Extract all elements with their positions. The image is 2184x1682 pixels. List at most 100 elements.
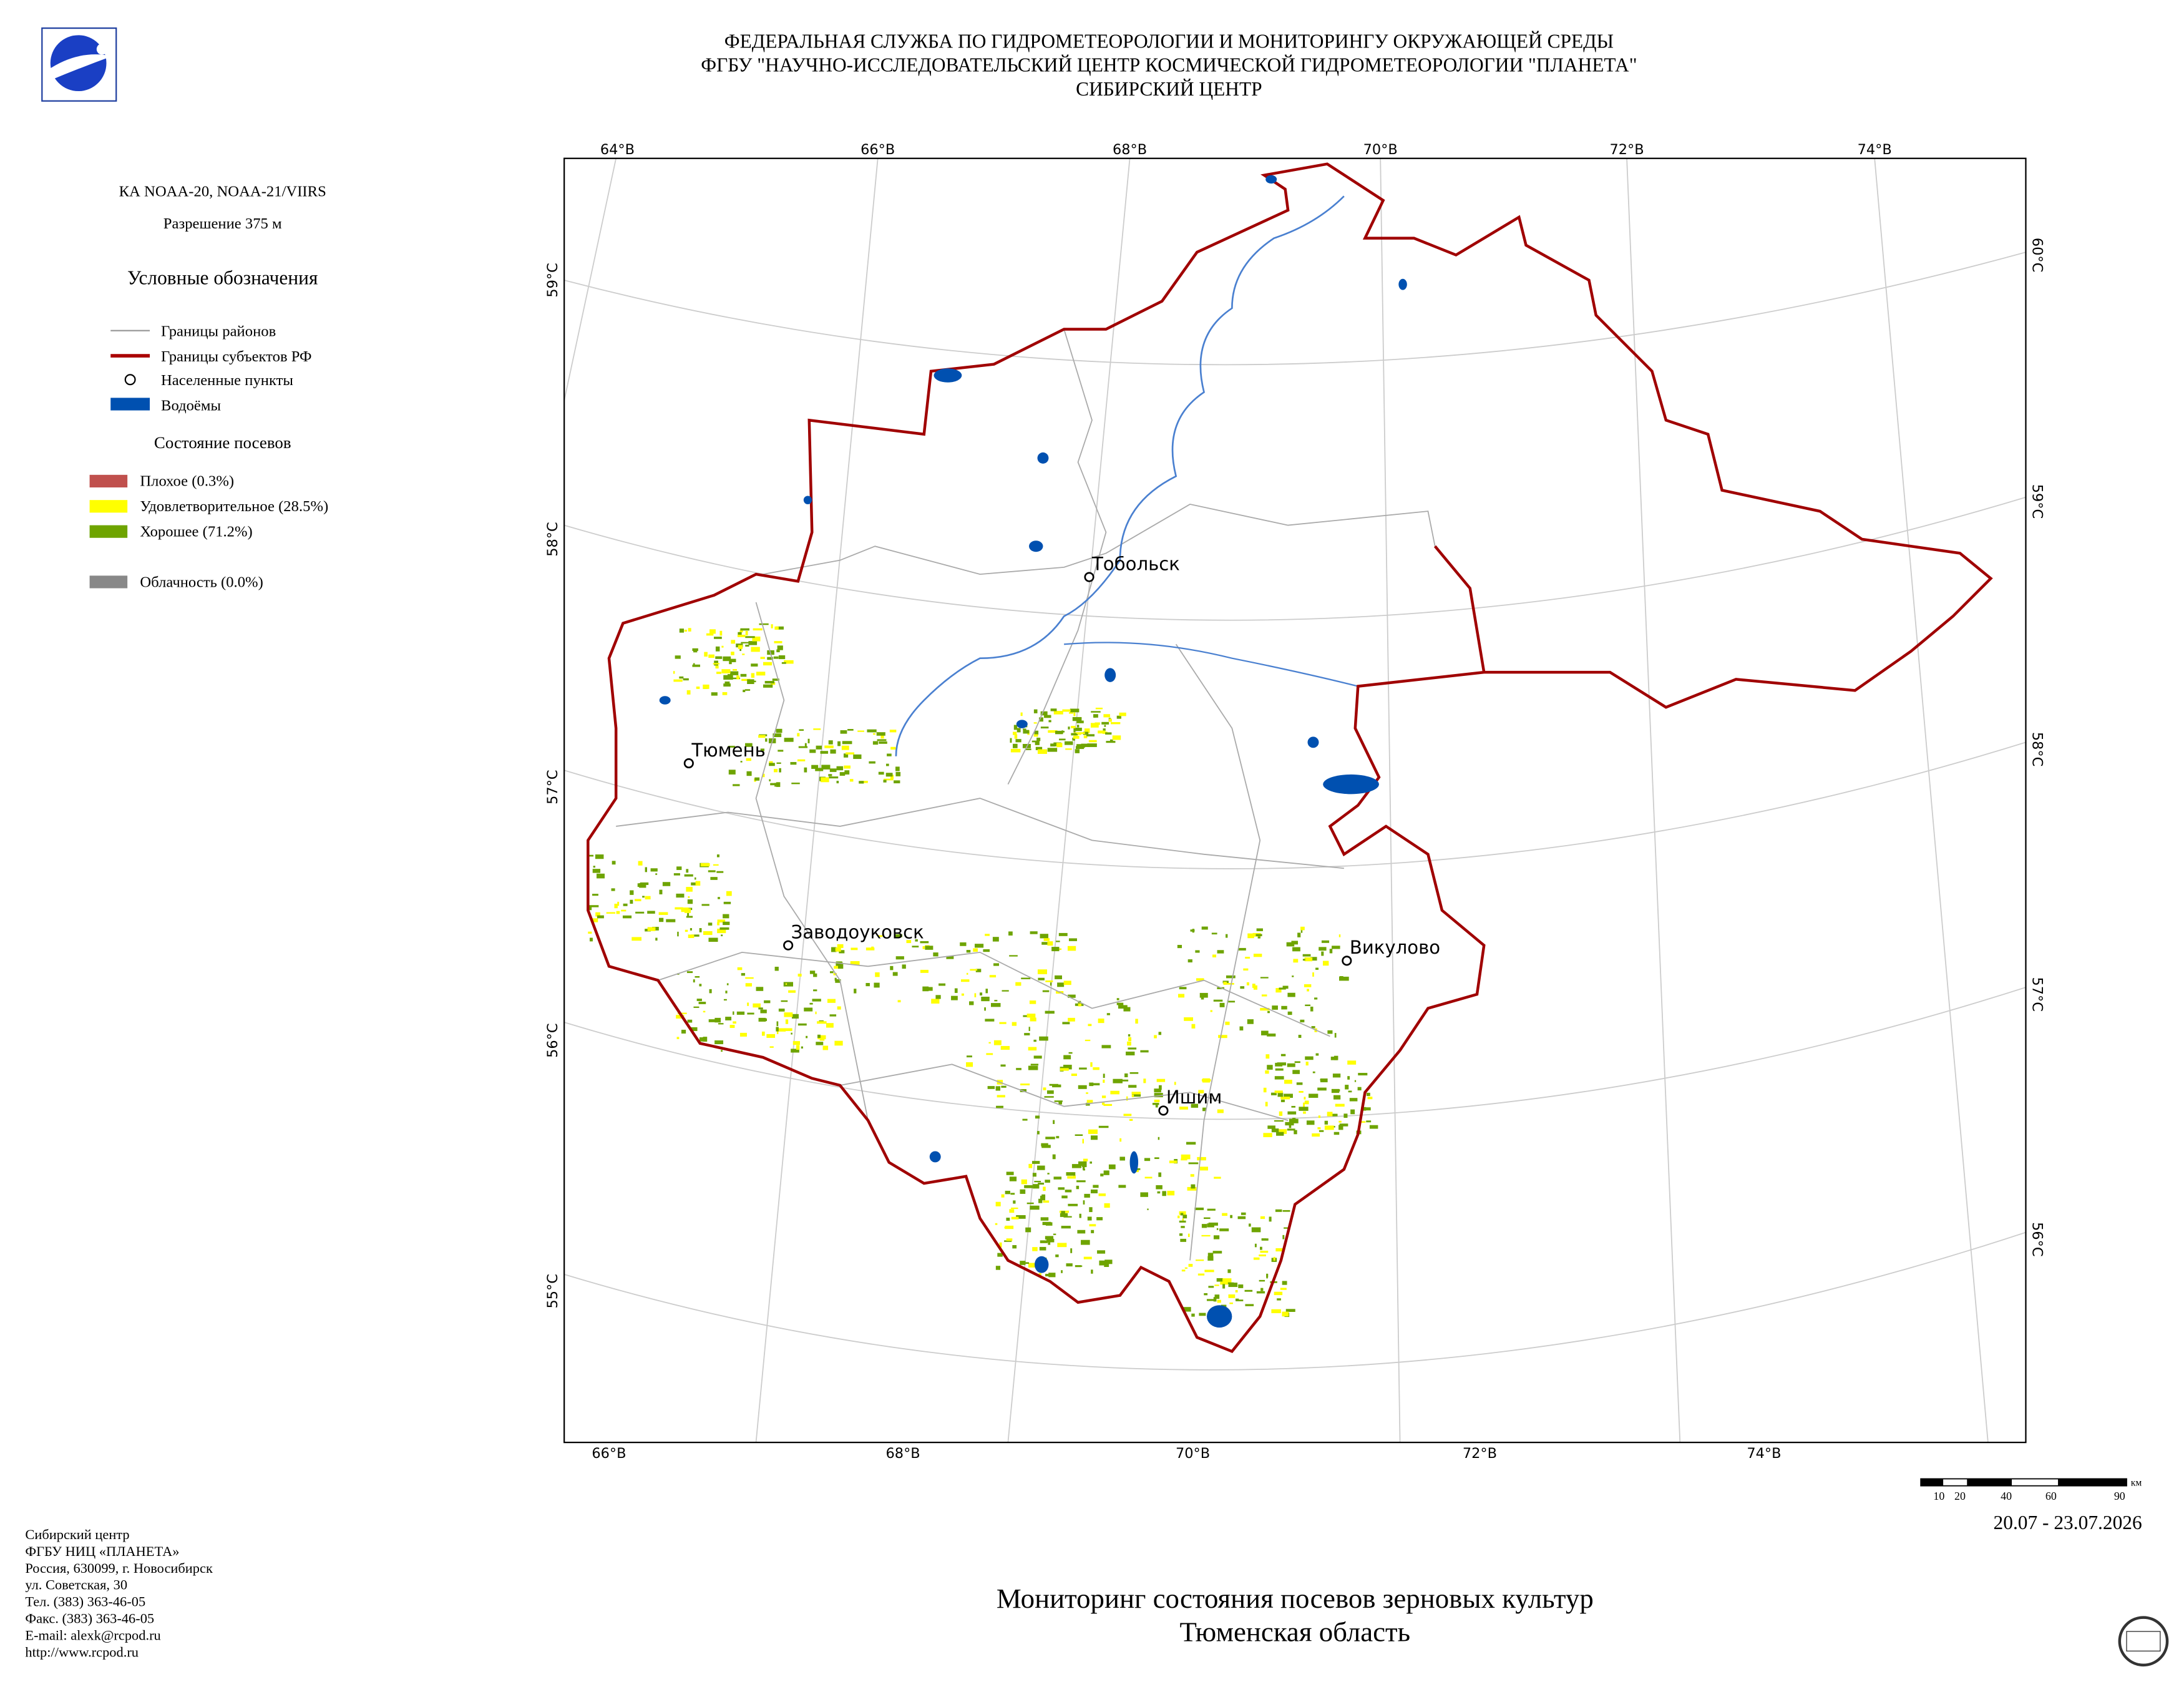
crop-patch [819, 1038, 825, 1041]
crop-patch [1327, 1030, 1333, 1034]
crop-patch [1249, 1223, 1251, 1227]
crop-patch [1222, 1213, 1227, 1216]
crop-patch [1089, 1082, 1094, 1087]
crop-patch [1191, 1184, 1196, 1189]
crop-patch [709, 989, 712, 994]
crop-patch [1322, 961, 1329, 966]
crop-patch [1304, 1097, 1306, 1100]
crop-patch [717, 922, 719, 926]
crop-patch [784, 738, 794, 742]
crop-patch [1040, 726, 1049, 729]
crop-patch [1021, 1179, 1027, 1185]
crop-patch [885, 763, 889, 766]
crop-patch [997, 1095, 1005, 1098]
crop-patch [1104, 1203, 1110, 1208]
crop-patch [1329, 949, 1333, 954]
crop-patch [1040, 1240, 1048, 1243]
crop-patch [817, 1034, 821, 1039]
crop-patch [806, 1035, 808, 1039]
graticule-labels: 64°В 66°В 68°В 70°В 72°В 74°В 66°В 68°В 70°В 72°В… [545, 142, 2045, 1462]
crop-patch [717, 919, 726, 923]
crop-patch [691, 934, 700, 937]
crop-patch [1245, 1304, 1254, 1306]
crop-patch [1181, 1158, 1187, 1161]
crop-patch [647, 927, 656, 931]
crop-patch [1126, 1051, 1135, 1055]
crop-patch [1230, 1215, 1233, 1218]
top-label: 72°В [1609, 142, 1644, 158]
crop-patch [1191, 1024, 1196, 1029]
crop-patch [658, 912, 668, 915]
crop-patch [1180, 1238, 1186, 1242]
crop-patch [1217, 1299, 1221, 1303]
crop-patch [1038, 1182, 1045, 1185]
crop-patch [1147, 1208, 1149, 1210]
crop-patch [1216, 1278, 1224, 1282]
crop-patch [588, 931, 592, 934]
crop-patch [1093, 1067, 1099, 1070]
crop-patch [701, 904, 709, 906]
crop-patch [1358, 1073, 1368, 1076]
crop-patch [1068, 938, 1077, 941]
crop-patch [809, 1002, 813, 1005]
crop-patch [623, 903, 628, 906]
crop-patch [1309, 1093, 1319, 1098]
crop-patch [1260, 1250, 1269, 1253]
crop-patch [1123, 1113, 1132, 1117]
resolution: Разрешение 375 м [163, 215, 282, 232]
crop-patch [791, 782, 800, 785]
crop-patch [1016, 1068, 1021, 1070]
crop-patch [797, 1023, 807, 1026]
crop-patch [1292, 947, 1300, 952]
crop-patch [1050, 743, 1056, 747]
crop-patch [723, 656, 731, 662]
crop-patch [1002, 990, 1009, 992]
crop-patch [721, 934, 723, 937]
crop-patch [1174, 1082, 1176, 1085]
crop-patch [925, 946, 934, 950]
crop-patch [1006, 1238, 1013, 1241]
right-label: 60°С [2029, 238, 2045, 272]
crop-patch [1302, 959, 1305, 961]
crop-patch [1245, 957, 1250, 959]
crop-patch [1187, 959, 1192, 963]
crop-patch [954, 988, 958, 993]
crop-patch [838, 964, 844, 969]
crop-patch [797, 759, 806, 761]
crop-patch [813, 989, 817, 992]
left-label: 55°С [545, 1274, 561, 1308]
crop-patch [816, 745, 822, 750]
crop-patch [696, 999, 702, 1001]
crop-patch [723, 683, 731, 687]
crop-patch [824, 745, 834, 748]
crop-patch [876, 732, 885, 736]
crop-patch [1228, 1283, 1238, 1288]
crop-patch [1227, 1282, 1234, 1284]
crop-patch [783, 982, 793, 987]
crop-patch [1181, 1226, 1185, 1228]
crop-patch [1179, 1220, 1186, 1223]
crop-patch [1128, 1034, 1131, 1037]
crop-patch [1068, 994, 1076, 998]
crop-patch [1157, 1191, 1161, 1194]
crop-patch [895, 771, 901, 776]
crop-patch [681, 1029, 686, 1034]
crop-patch [988, 1042, 991, 1044]
crop-patch [835, 979, 841, 983]
crop-patch [1040, 934, 1048, 939]
crop-patch [1076, 732, 1085, 735]
crop-patch [1012, 1022, 1017, 1026]
crop-patch [1078, 1003, 1081, 1007]
crop-patch [1257, 936, 1260, 939]
crop-patch [837, 741, 841, 746]
crop-patch [791, 1014, 799, 1019]
crop-patch [733, 784, 740, 786]
crop-patch [1055, 730, 1063, 735]
crop-patch [1213, 999, 1223, 1002]
crops-title: Состояние посевов [154, 433, 291, 452]
crop-patch [1103, 714, 1110, 718]
crop-patch [772, 678, 779, 681]
crop-patch [835, 947, 841, 952]
crop-patch [1095, 707, 1103, 710]
crop-patch [883, 780, 887, 783]
